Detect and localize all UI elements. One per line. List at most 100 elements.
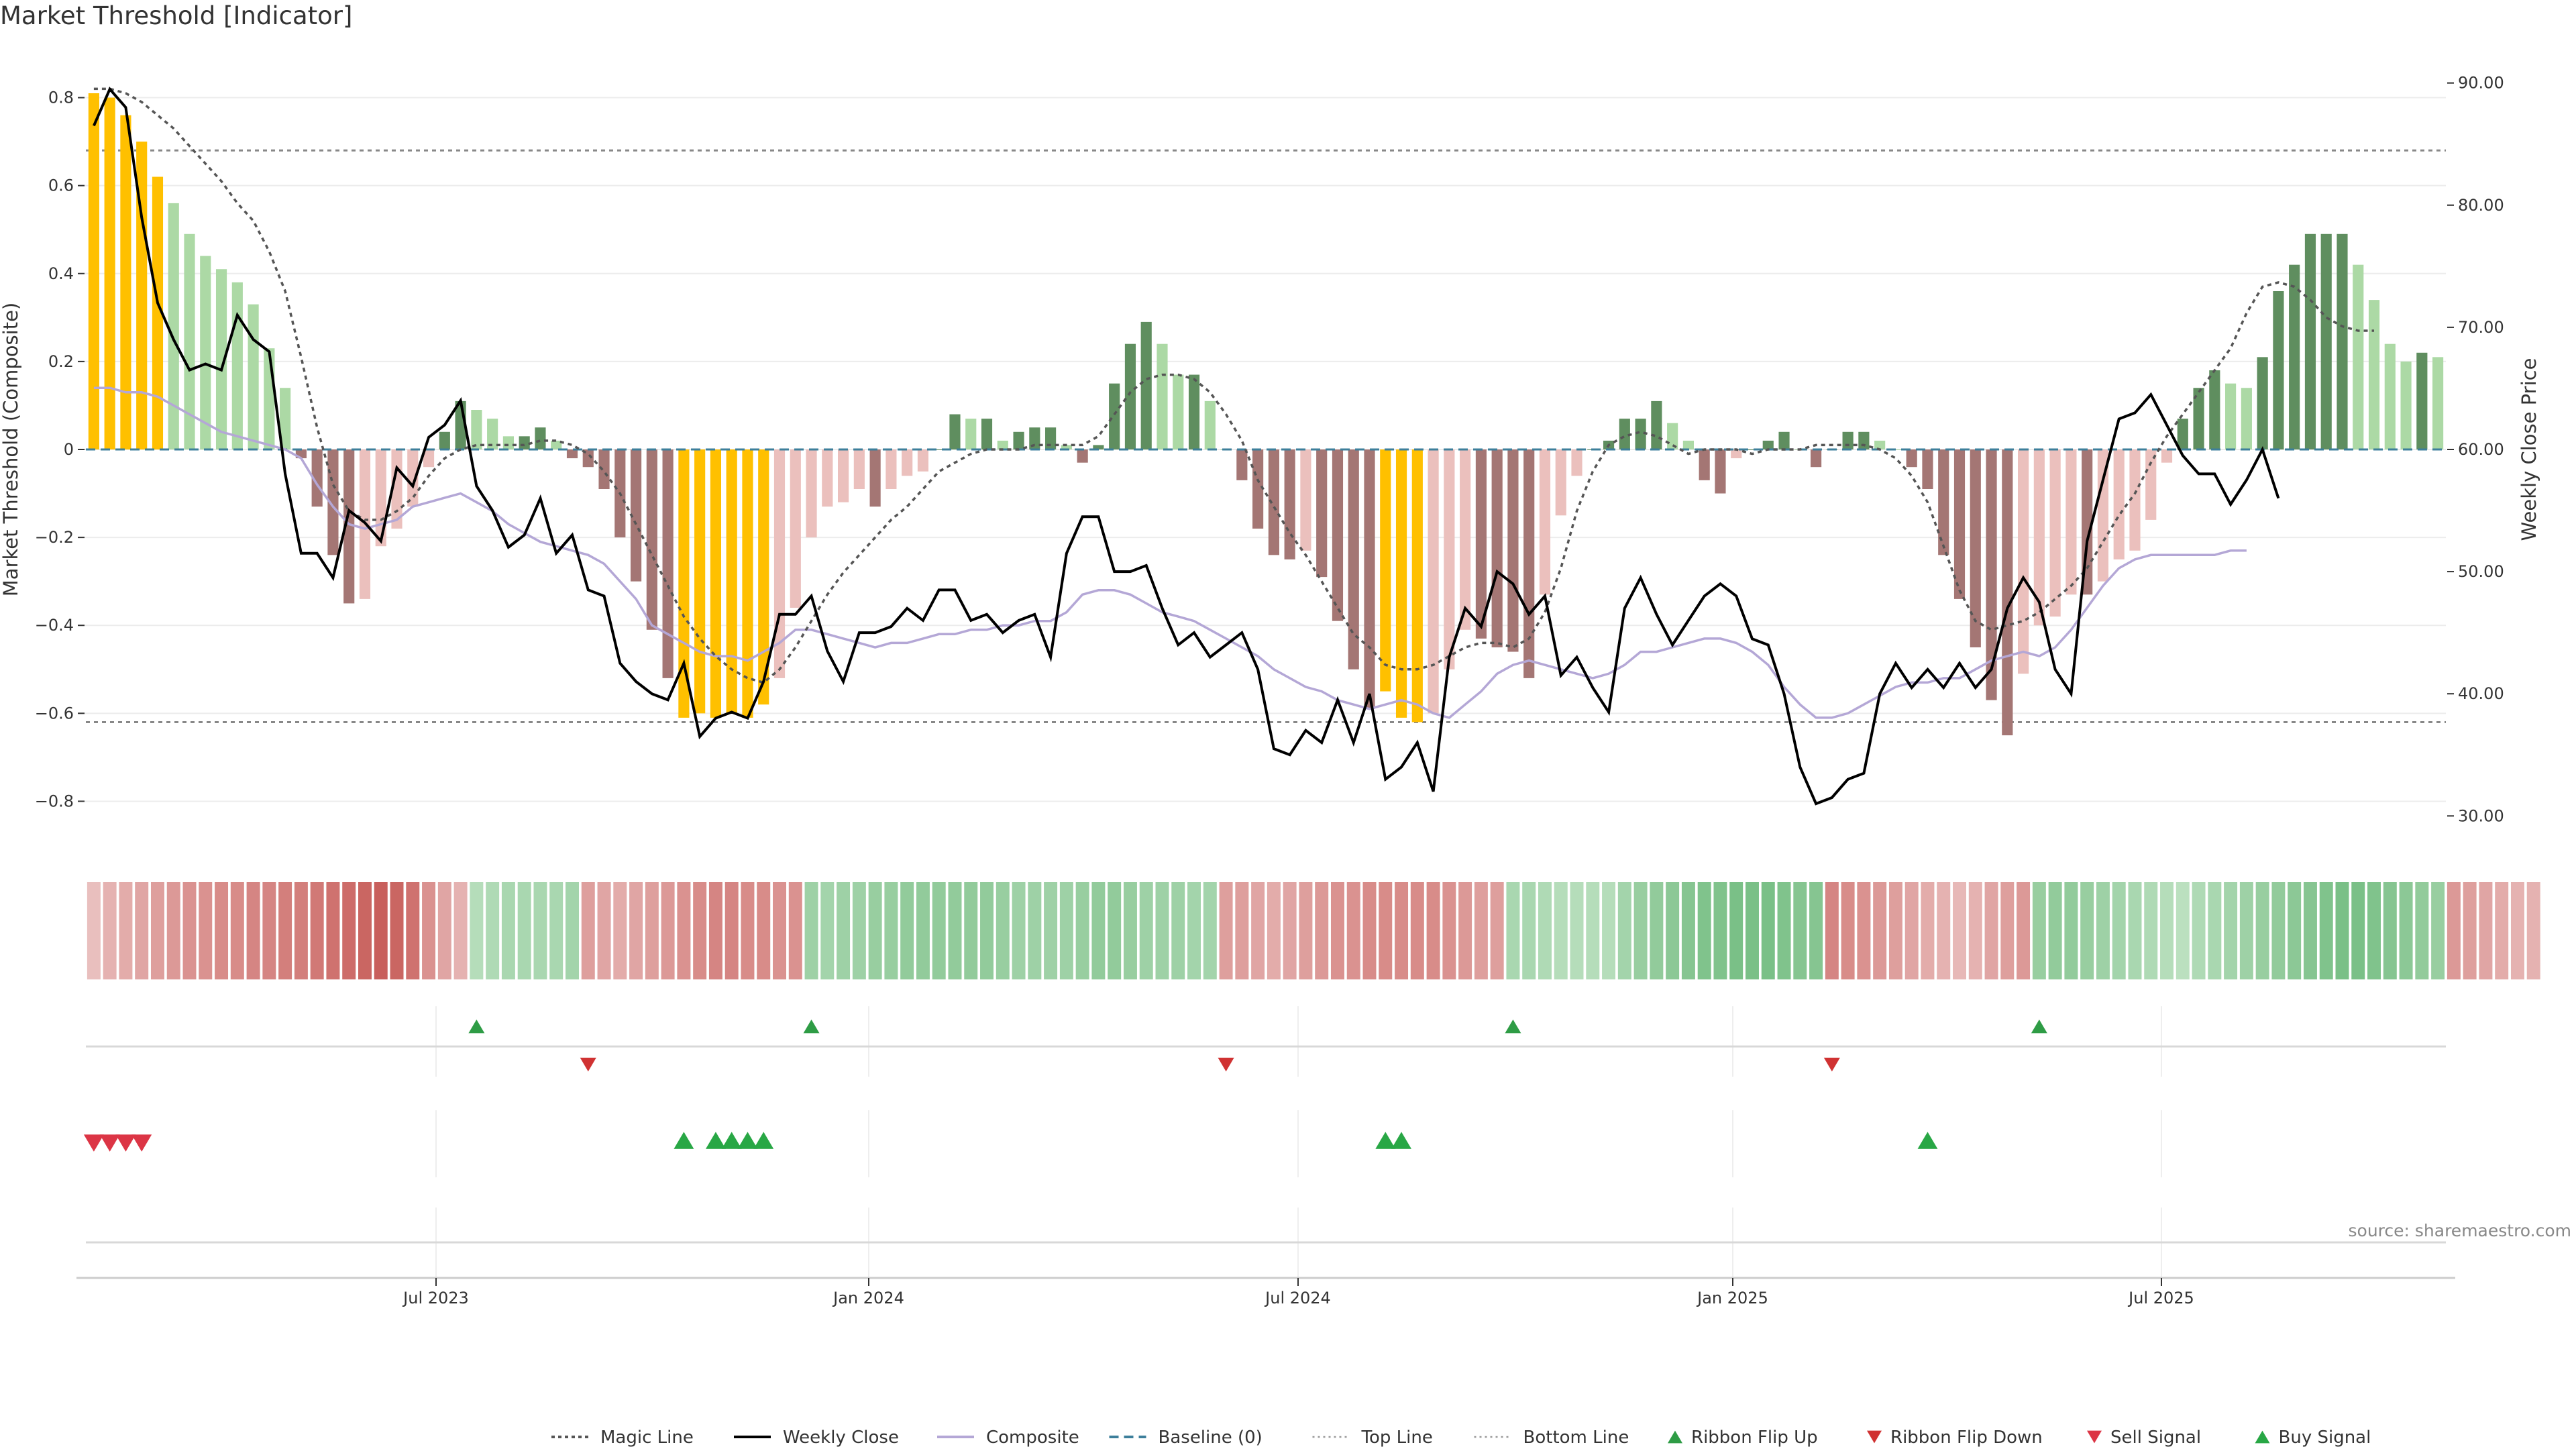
composite-bar bbox=[2161, 449, 2173, 463]
composite-bar bbox=[375, 449, 386, 547]
ribbon-flip-up-marker bbox=[2031, 1019, 2047, 1034]
ribbon-cell bbox=[724, 882, 739, 979]
ribbon-cell bbox=[2224, 882, 2238, 979]
ribbon-cell bbox=[2303, 882, 2317, 979]
ribbon-cell bbox=[932, 882, 946, 979]
ribbon-cell bbox=[2239, 882, 2253, 979]
ribbon-cell bbox=[453, 882, 468, 979]
ribbon-cell bbox=[1921, 882, 1935, 979]
ribbon-cell bbox=[1012, 882, 1026, 979]
ribbon-cell bbox=[1155, 882, 1169, 979]
ribbon-cell bbox=[1203, 882, 1217, 979]
composite-bar bbox=[551, 440, 562, 449]
sell-signal-marker bbox=[131, 1134, 152, 1152]
ribbon-cell bbox=[1825, 882, 1839, 979]
x-tick-label: Jul 2023 bbox=[402, 1289, 469, 1307]
composite-bar bbox=[2416, 352, 2428, 449]
buy-signal-marker bbox=[753, 1132, 774, 1149]
composite-line bbox=[93, 386, 2247, 719]
ribbon-cell bbox=[2208, 882, 2222, 979]
composite-bar bbox=[1842, 431, 1854, 449]
composite-bar bbox=[1460, 449, 1471, 630]
composite-bar bbox=[1236, 449, 1248, 480]
composite-bar bbox=[1077, 449, 1088, 463]
composite-bar bbox=[1667, 423, 1678, 449]
x-tick-label: Jan 2024 bbox=[832, 1289, 904, 1307]
composite-bar bbox=[1715, 449, 1726, 494]
ribbon-cell bbox=[358, 882, 372, 979]
composite-bar bbox=[646, 449, 657, 630]
ribbon-cell bbox=[2319, 882, 2333, 979]
ribbon-cell bbox=[2415, 882, 2429, 979]
composite-bar bbox=[1444, 449, 1455, 669]
ribbon-cell bbox=[597, 882, 611, 979]
ribbon-cell bbox=[166, 882, 180, 979]
ribbon-cell bbox=[278, 882, 292, 979]
ribbon-cell bbox=[1235, 882, 1249, 979]
composite-bar bbox=[1284, 449, 1295, 559]
ribbon-cell bbox=[996, 882, 1010, 979]
y-tick-label: 0.2 bbox=[48, 352, 74, 371]
ribbon-cell bbox=[1729, 882, 1743, 979]
composite-bar bbox=[758, 449, 769, 705]
ribbon-cell bbox=[390, 882, 404, 979]
y2-tick-label: 40.00 bbox=[2458, 684, 2504, 703]
composite-bar bbox=[1906, 449, 1917, 468]
ribbon-cell bbox=[566, 882, 579, 979]
buy-signal-marker bbox=[1917, 1132, 1938, 1149]
ribbon-cell bbox=[182, 882, 197, 979]
composite-bar bbox=[853, 449, 865, 489]
composite-bar bbox=[2209, 370, 2220, 449]
composite-bar bbox=[120, 115, 131, 449]
composite-bar bbox=[215, 269, 227, 449]
ribbon-cell bbox=[1091, 882, 1106, 979]
ribbon-flip-up-marker bbox=[803, 1019, 820, 1034]
composite-bar bbox=[1938, 449, 1949, 555]
composite-bar bbox=[1731, 449, 1742, 459]
composite-bar bbox=[2049, 449, 2061, 617]
ribbon-cell bbox=[1968, 882, 1982, 979]
composite-bar bbox=[582, 449, 594, 468]
ribbon-cell bbox=[1346, 882, 1360, 979]
composite-bar bbox=[1173, 374, 1184, 449]
composite-bar bbox=[1858, 431, 1870, 449]
composite-bar bbox=[1475, 449, 1487, 639]
x-tick-label: Jul 2025 bbox=[2127, 1289, 2194, 1307]
ribbon-cell bbox=[2017, 882, 2031, 979]
composite-bar bbox=[280, 388, 291, 449]
composite-bar bbox=[2145, 449, 2157, 520]
ribbon-cell bbox=[852, 882, 866, 979]
ribbon-cell bbox=[2383, 882, 2397, 979]
ribbon-cell bbox=[1888, 882, 1902, 979]
x-tick-label: Jul 2024 bbox=[1264, 1289, 1331, 1307]
ribbon-cell bbox=[1315, 882, 1329, 979]
composite-bar bbox=[949, 414, 961, 449]
source-note: source: sharemaestro.com bbox=[2348, 1221, 2572, 1240]
composite-bar bbox=[2384, 343, 2396, 449]
legend-label: Baseline (0) bbox=[1159, 1428, 1263, 1448]
composite-bar bbox=[678, 449, 690, 718]
composite-bar bbox=[1778, 431, 1790, 449]
composite-bar bbox=[822, 449, 833, 507]
ribbon-cell bbox=[2176, 882, 2190, 979]
composite-bar bbox=[1029, 427, 1040, 449]
ribbon-cell bbox=[2096, 882, 2110, 979]
composite-bar bbox=[2225, 383, 2237, 449]
ribbon-cell bbox=[1666, 882, 1680, 979]
composite-bar bbox=[2304, 233, 2316, 449]
ribbon-cell bbox=[1442, 882, 1456, 979]
ribbon-cell bbox=[150, 882, 164, 979]
composite-bar bbox=[200, 256, 211, 449]
ribbon-cell bbox=[1681, 882, 1695, 979]
magic-line bbox=[93, 87, 2374, 684]
buy-signal-marker bbox=[737, 1132, 758, 1149]
ribbon-cell bbox=[741, 882, 755, 979]
ribbon-cell bbox=[1984, 882, 1998, 979]
composite-bar bbox=[2257, 357, 2268, 449]
legend-label: Weekly Close bbox=[783, 1428, 899, 1448]
ribbon-cell bbox=[980, 882, 994, 979]
ribbon-cell bbox=[2128, 882, 2142, 979]
ribbon-cell bbox=[87, 882, 101, 979]
composite-bar bbox=[1013, 431, 1024, 449]
ribbon-cell bbox=[199, 882, 213, 979]
